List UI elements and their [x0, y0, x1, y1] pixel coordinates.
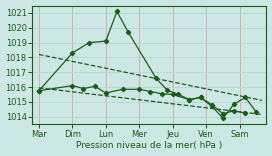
X-axis label: Pression niveau de la mer( hPa ): Pression niveau de la mer( hPa ) [76, 141, 222, 150]
